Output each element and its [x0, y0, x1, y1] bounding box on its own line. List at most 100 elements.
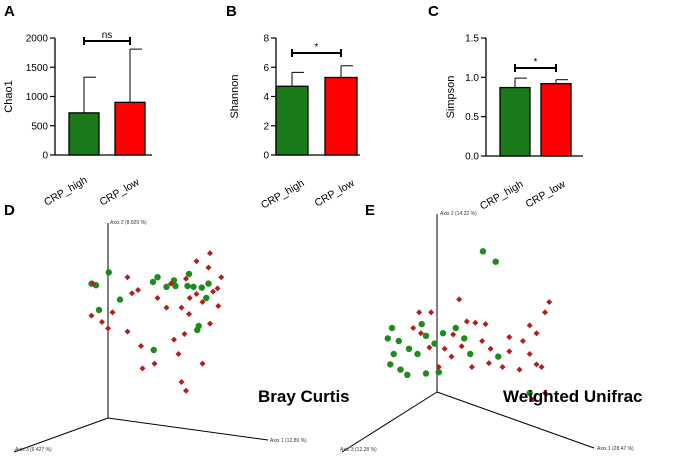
- point-crp-low: [181, 331, 188, 337]
- pcoa-axis-1: [436, 391, 595, 449]
- axis-3-label: Axis 3 (12.28 %): [340, 447, 377, 453]
- point-crp-high: [495, 353, 502, 360]
- y-axis-label: Chao1: [3, 80, 15, 112]
- point-crp-low: [416, 309, 423, 316]
- point-crp-high: [387, 361, 394, 368]
- y-tick-label: 0: [42, 151, 48, 162]
- pcoa-axis-3: [341, 391, 438, 453]
- pcoa-title: Weighted Unifrac: [503, 387, 642, 406]
- point-crp-low: [435, 364, 442, 370]
- point-crp-low: [193, 291, 200, 297]
- point-crp-high: [422, 370, 430, 377]
- point-crp-low: [450, 331, 457, 338]
- panel-letter-d: D: [4, 202, 15, 219]
- panel-letter-c: C: [428, 3, 439, 20]
- x-tick-label: CRP_high: [259, 177, 307, 211]
- point-crp-low: [468, 364, 475, 370]
- bar-crp-high: [499, 86, 531, 157]
- point-crp-low: [139, 365, 146, 372]
- point-crp-high: [194, 326, 201, 334]
- point-crp-low: [487, 345, 494, 352]
- point-crp-low: [124, 328, 131, 335]
- point-crp-high: [154, 274, 161, 281]
- point-crp-low: [199, 299, 206, 305]
- point-crp-low: [88, 312, 95, 319]
- point-crp-low: [178, 304, 185, 311]
- point-crp-low: [214, 285, 221, 292]
- point-crp-low: [99, 319, 105, 325]
- x-tick-label: CRP_high: [478, 178, 526, 212]
- point-crp-high: [404, 371, 411, 378]
- point-crp-low: [458, 343, 465, 350]
- point-crp-high: [452, 324, 459, 332]
- point-crp-low: [90, 280, 96, 287]
- point-crp-high: [198, 284, 205, 291]
- y-tick-label: 1500: [26, 63, 49, 74]
- point-crp-low: [482, 321, 489, 328]
- point-crp-low: [428, 309, 435, 316]
- point-crp-low: [526, 322, 533, 329]
- point-crp-high: [105, 269, 112, 276]
- point-crp-low: [456, 296, 463, 303]
- y-axis-label: Shannon: [229, 74, 241, 118]
- panel-letter-e: E: [365, 202, 375, 219]
- x-tick-label: CRP_low: [524, 178, 568, 210]
- significance-label: ns: [102, 30, 113, 41]
- significance-label: *: [534, 57, 538, 68]
- point-crp-high: [526, 389, 533, 397]
- point-crp-high: [384, 335, 391, 342]
- point-crp-low: [417, 330, 424, 337]
- bar-crp-high: [275, 85, 309, 156]
- point-crp-high: [149, 278, 157, 286]
- point-crp-low: [441, 345, 448, 352]
- point-crp-high: [116, 296, 124, 303]
- point-crp-low: [533, 361, 540, 368]
- point-crp-low: [207, 320, 213, 327]
- point-crp-low: [163, 304, 170, 311]
- panel-a: A 0 500 1000 1500 2000 Chao1 CRP_high CRP_low ns: [3, 3, 152, 209]
- point-crp-low: [199, 360, 206, 367]
- x-tick-label: CRP_low: [98, 176, 142, 208]
- point-crp-low: [410, 325, 417, 331]
- panel-letter-a: A: [4, 3, 15, 20]
- pcoa-axis-1: [107, 417, 269, 441]
- point-crp-high: [185, 270, 193, 278]
- y-tick-label: 2: [263, 121, 269, 132]
- point-crp-high: [172, 282, 179, 290]
- point-crp-low: [215, 303, 222, 309]
- y-tick-label: 1.5: [465, 34, 479, 45]
- point-crp-low: [151, 360, 158, 367]
- point-crp-low: [207, 250, 213, 257]
- point-crp-low: [175, 351, 182, 357]
- axis-2-label: Axis 2 (14.22 %): [440, 211, 477, 217]
- bar-crp-low: [324, 76, 358, 156]
- point-crp-low: [129, 290, 135, 297]
- point-crp-low: [542, 390, 548, 396]
- point-crp-low: [178, 379, 185, 385]
- point-crp-low: [183, 387, 189, 394]
- point-crp-high: [203, 294, 210, 302]
- y-tick-label: 8: [263, 34, 269, 45]
- y-tick-label: 0.0: [465, 152, 479, 163]
- point-crp-low: [506, 348, 513, 355]
- x-tick-label: CRP_low: [313, 177, 357, 209]
- panel-e: E Axis 1 (28.47 %) Axis 2 (14.22 %) Axis 3 …: [340, 202, 642, 453]
- point-crp-high: [479, 248, 487, 255]
- point-crp-low: [530, 396, 537, 403]
- point-crp-high: [435, 369, 442, 376]
- point-crp-low: [472, 319, 479, 326]
- bar-crp-high: [68, 112, 100, 156]
- point-crp-high: [405, 345, 413, 352]
- point-crp-low: [135, 287, 141, 293]
- point-crp-low: [533, 330, 540, 337]
- point-crp-low: [538, 364, 545, 370]
- y-tick-label: 4: [263, 92, 269, 103]
- bar-crp-low: [114, 101, 146, 156]
- point-crp-high: [95, 306, 103, 314]
- point-crp-low: [218, 274, 225, 281]
- point-crp-low: [183, 275, 189, 282]
- point-crp-high: [184, 282, 191, 290]
- axis-2-label: Axis 2 (8.929 %): [110, 220, 147, 226]
- y-tick-label: 500: [31, 121, 48, 132]
